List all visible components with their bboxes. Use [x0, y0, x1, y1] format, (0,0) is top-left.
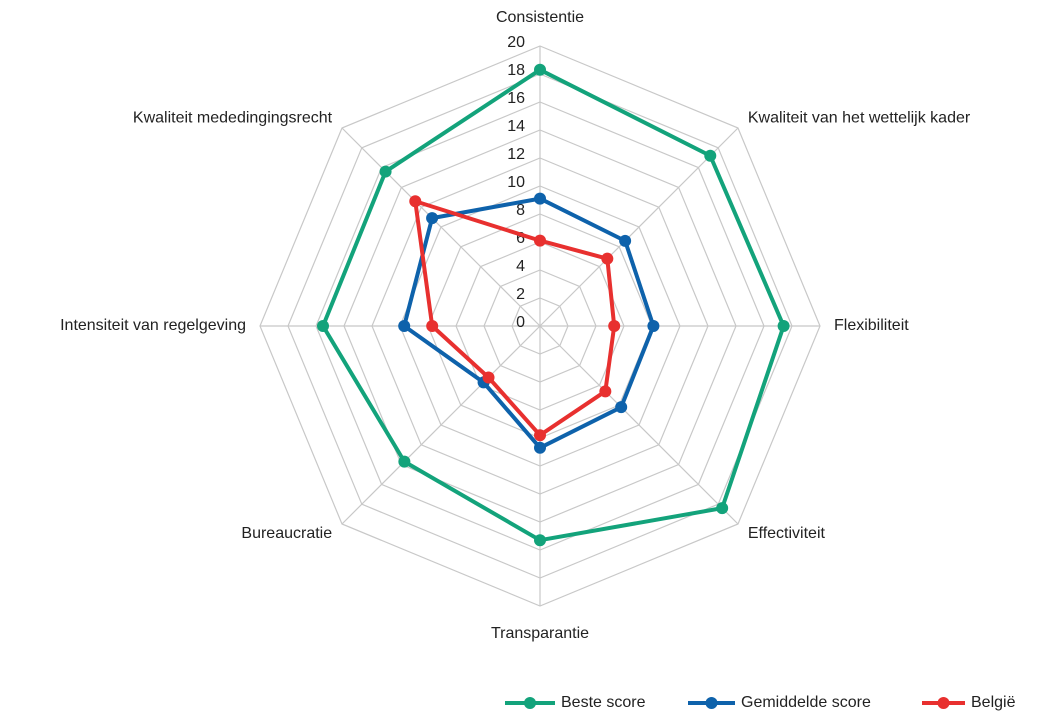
category-label: Effectiviteit: [748, 525, 826, 542]
data-point: [601, 252, 614, 265]
r-tick-label: 12: [507, 146, 525, 163]
data-point: [398, 455, 411, 468]
r-tick-label: 0: [516, 314, 525, 331]
data-point: [615, 401, 628, 414]
axis-spoke: [341, 325, 541, 525]
data-point: [704, 149, 717, 162]
r-tick-label: 10: [507, 174, 525, 191]
data-point: [534, 63, 546, 76]
data-point: [647, 320, 660, 332]
data-point: [398, 320, 411, 332]
data-point: [482, 371, 495, 384]
legend-marker: [937, 697, 950, 709]
category-label: Kwaliteit van het wettelijk kader: [748, 109, 971, 126]
data-point: [716, 502, 729, 515]
series-line: [321, 67, 786, 543]
data-point: [426, 320, 439, 332]
category-label: Transparantie: [491, 625, 589, 642]
r-tick-label: 14: [507, 118, 525, 135]
r-tick-label: 2: [516, 286, 525, 303]
data-point: [619, 234, 632, 247]
data-point: [426, 212, 439, 225]
category-label: Kwaliteit mededingingsrecht: [133, 109, 333, 126]
axis-spoke: [539, 325, 739, 525]
r-tick-label: 6: [516, 230, 525, 247]
category-label: Consistentie: [496, 9, 584, 26]
legend-label: Gemiddelde score: [741, 694, 871, 711]
data-point: [379, 165, 392, 178]
data-point: [317, 320, 329, 332]
category-label: Intensiteit van regelgeving: [60, 317, 246, 334]
r-tick-label: 4: [516, 258, 525, 275]
data-point: [599, 385, 612, 398]
axis-spoke: [539, 127, 739, 327]
data-point: [534, 534, 546, 547]
category-label: Bureaucratie: [241, 525, 332, 542]
legend-marker: [524, 697, 536, 709]
data-point: [534, 441, 546, 454]
r-tick-label: 18: [507, 62, 525, 79]
r-tick-label: 8: [516, 202, 525, 219]
legend-marker: [705, 697, 718, 709]
r-tick-label: 20: [507, 34, 525, 51]
category-label: Flexibiliteit: [834, 317, 909, 334]
data-point: [409, 195, 422, 208]
r-tick-label: 16: [507, 90, 525, 107]
axis-spoke: [341, 127, 541, 327]
legend-label: België: [971, 694, 1016, 711]
legend-label: Beste score: [561, 694, 646, 711]
data-point: [608, 320, 621, 332]
data-point: [777, 320, 790, 332]
data-point: [534, 429, 546, 442]
data-point: [534, 192, 546, 205]
data-point: [534, 234, 546, 247]
